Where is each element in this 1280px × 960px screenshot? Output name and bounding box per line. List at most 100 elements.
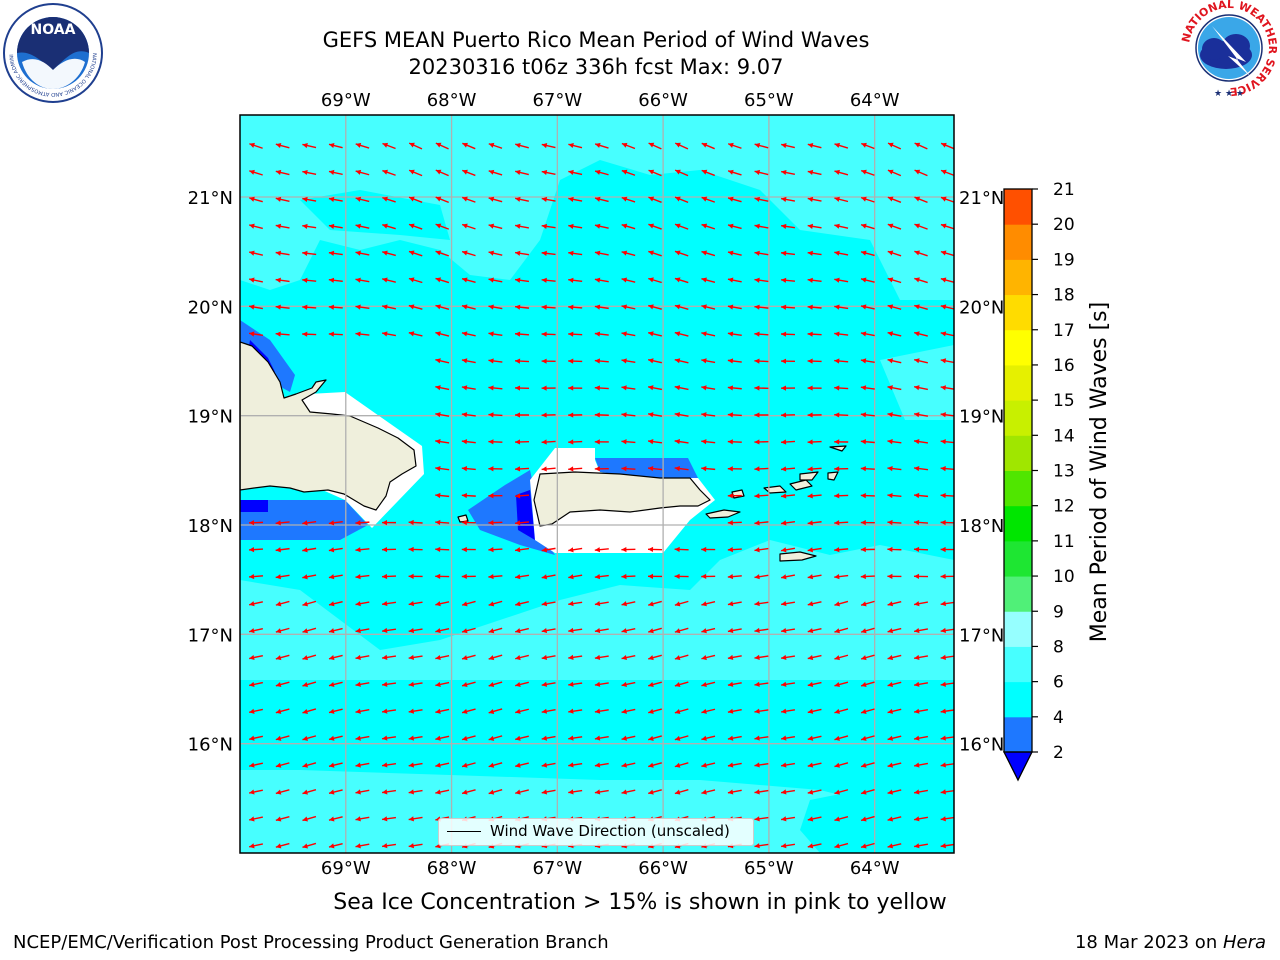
wave-direction-arrow	[408, 601, 423, 607]
wave-direction-arrow	[807, 412, 822, 418]
wave-direction-arrow	[621, 789, 636, 795]
wave-direction-arrow	[488, 358, 503, 364]
wave-direction-arrow	[834, 708, 849, 714]
wave-direction-arrow	[568, 196, 583, 202]
wave-direction-arrow	[275, 169, 290, 176]
wave-direction-arrow	[515, 654, 529, 661]
wave-direction-arrow	[355, 574, 370, 580]
wave-direction-arrow	[913, 546, 929, 553]
wave-direction-arrow	[780, 681, 796, 687]
wave-direction-arrow	[727, 196, 742, 203]
wave-direction-arrow	[754, 223, 769, 229]
wave-direction-arrow	[488, 196, 503, 203]
wave-direction-arrow	[754, 816, 769, 822]
wave-direction-arrow	[914, 196, 928, 204]
wave-direction-arrow	[701, 439, 716, 445]
wave-direction-arrow	[940, 762, 954, 768]
wave-direction-arrow	[249, 762, 263, 768]
wave-direction-arrow	[887, 627, 902, 634]
wave-direction-arrow	[860, 304, 875, 310]
wave-direction-arrow	[541, 627, 556, 634]
wave-direction-arrow	[887, 223, 902, 230]
wave-direction-arrow	[249, 681, 263, 687]
wave-direction-arrow	[674, 250, 689, 257]
wave-direction-arrow	[515, 762, 529, 768]
wave-direction-arrow	[408, 735, 423, 741]
colorbar-tick-label: 19	[1053, 250, 1075, 270]
wave-direction-arrow	[621, 331, 636, 337]
wave-direction-arrow	[914, 142, 928, 150]
wave-direction-arrow	[515, 169, 529, 176]
wave-direction-arrow	[754, 331, 769, 337]
wave-direction-arrow	[514, 520, 530, 526]
wave-direction-arrow	[887, 465, 902, 472]
wave-direction-arrow	[701, 223, 716, 230]
wave-direction-arrow	[275, 600, 290, 607]
wave-direction-arrow	[541, 762, 556, 768]
wave-direction-arrow	[275, 627, 290, 634]
wave-direction-arrow	[780, 466, 796, 472]
wave-direction-arrow	[355, 142, 370, 149]
wave-direction-arrow	[408, 331, 423, 337]
wave-direction-arrow	[488, 789, 503, 795]
wave-direction-arrow	[940, 735, 954, 741]
wave-direction-arrow	[647, 412, 663, 418]
footer-branch: NCEP/EMC/Verification Post Processing Pr…	[13, 932, 609, 953]
wave-direction-arrow	[541, 708, 556, 714]
wave-direction-arrow	[940, 573, 954, 580]
wave-direction-arrow	[860, 196, 875, 203]
footer-host: Hera	[1222, 932, 1266, 953]
wave-direction-arrow	[621, 466, 636, 472]
wave-direction-arrow	[913, 681, 929, 687]
wave-direction-arrow	[834, 439, 849, 445]
wave-direction-arrow	[860, 681, 875, 688]
wave-direction-arrow	[488, 762, 503, 768]
wave-direction-arrow	[461, 573, 476, 580]
wave-direction-arrow	[834, 169, 849, 176]
wave-direction-arrow	[621, 277, 636, 283]
wave-direction-arrow	[754, 304, 769, 310]
wave-direction-arrow	[515, 681, 529, 687]
wave-direction-arrow	[647, 546, 663, 553]
wave-direction-arrow	[674, 600, 689, 607]
wave-direction-arrow	[834, 547, 849, 553]
wave-direction-arrow	[355, 250, 370, 256]
wave-direction-arrow	[541, 358, 556, 364]
wave-direction-arrow	[780, 789, 796, 795]
colorbar-tick-label: 6	[1053, 673, 1064, 693]
wave-direction-arrow	[461, 466, 476, 472]
wave-direction-arrow	[860, 358, 875, 364]
wave-direction-arrow	[488, 439, 503, 445]
wave-direction-arrow	[887, 169, 902, 177]
wave-direction-arrow	[780, 196, 796, 203]
wave-direction-arrow	[701, 654, 716, 661]
wave-direction-arrow	[568, 385, 583, 391]
wave-direction-arrow	[275, 815, 290, 822]
colorbar-tick-label: 21	[1053, 180, 1075, 200]
map-legend: Wind Wave Direction (unscaled)	[438, 818, 754, 846]
wave-direction-arrow	[648, 169, 662, 177]
wave-direction-arrow	[302, 520, 317, 526]
lon-tick-label-top: 67°W	[532, 90, 582, 111]
wave-direction-arrow	[701, 304, 716, 310]
wave-direction-arrow	[355, 789, 370, 795]
wave-direction-arrow	[780, 654, 796, 660]
wave-direction-arrow	[594, 654, 609, 660]
wave-direction-arrow	[648, 654, 662, 661]
wave-direction-arrow	[887, 789, 902, 795]
wave-direction-arrow	[754, 708, 769, 714]
wave-direction-arrow	[514, 277, 530, 283]
wave-direction-arrow	[647, 439, 663, 445]
wave-direction-arrow	[887, 358, 902, 364]
wave-direction-arrow	[461, 735, 476, 741]
wave-direction-arrow	[435, 412, 450, 418]
wave-direction-arrow	[860, 519, 875, 526]
wave-direction-arrow	[701, 600, 716, 607]
wave-direction-arrow	[780, 493, 796, 499]
wave-direction-arrow	[727, 169, 742, 176]
wave-direction-arrow	[488, 547, 503, 553]
wave-direction-arrow	[515, 196, 529, 202]
wave-direction-arrow	[807, 735, 822, 741]
wave-direction-arrow	[275, 708, 290, 714]
wave-direction-arrow	[594, 627, 609, 634]
